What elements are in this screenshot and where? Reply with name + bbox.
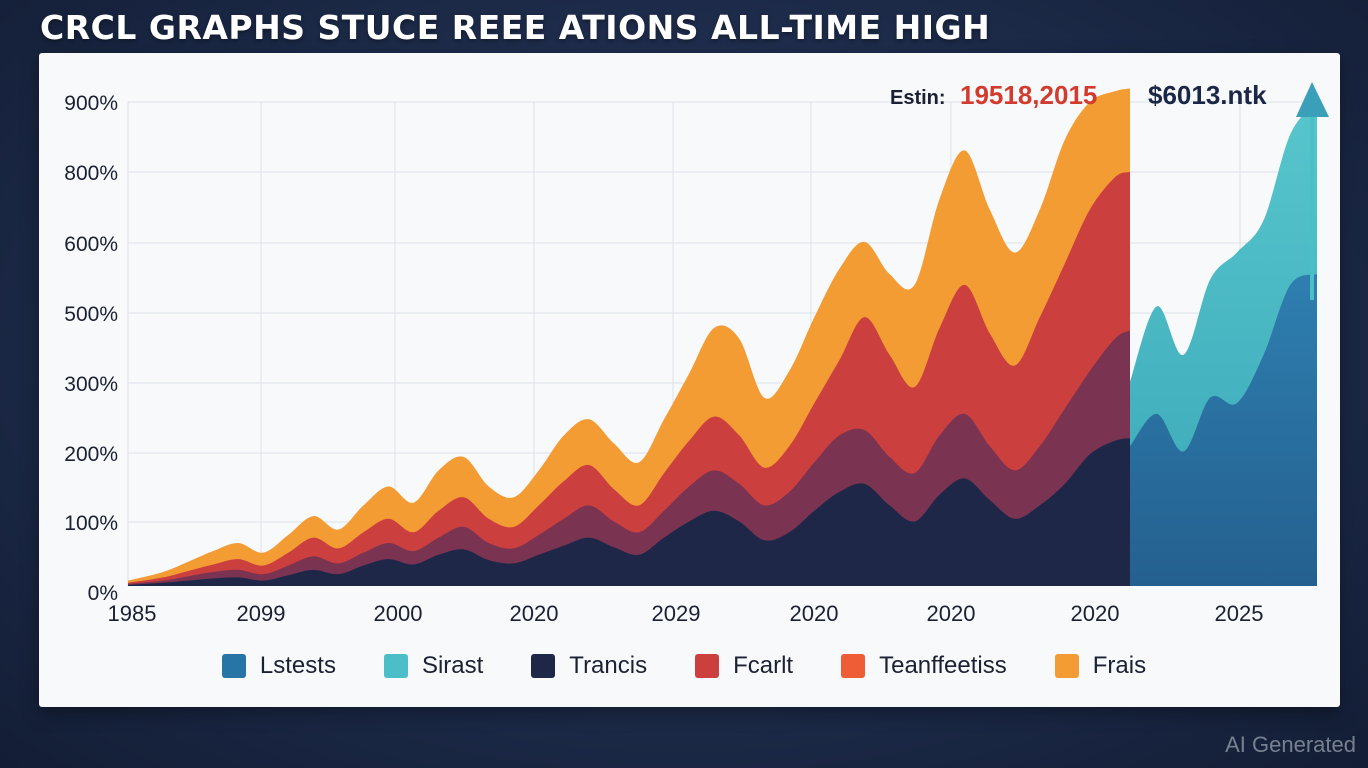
legend-swatch [841, 654, 866, 678]
legend-label: Trancis [569, 652, 648, 679]
y-tick-label: 100% [64, 512, 118, 535]
x-axis-ticks: 1985 2099 2000 2020 2029 2020 2020 2020 2025 [108, 601, 1264, 626]
x-tick-label: 1985 [108, 601, 157, 626]
x-tick-label: 2020 [1071, 601, 1120, 626]
x-tick-label: 2020 [790, 601, 839, 626]
legend-swatch [383, 654, 408, 678]
y-tick-label: 800% [64, 162, 118, 185]
legend-label: Fcarlt [733, 652, 794, 679]
x-tick-label: 2029 [652, 601, 701, 626]
annotation-right: $6013.ntk [1148, 80, 1267, 110]
legend-item-teanffeetiss: Teanffeetiss [841, 652, 1007, 680]
legend-swatch [531, 654, 556, 678]
y-tick-label: 900% [64, 92, 118, 115]
legend-swatch [1054, 654, 1079, 678]
x-tick-label: 2020 [510, 601, 559, 626]
legend-swatch [695, 654, 720, 678]
annotation-label: Estin: [890, 87, 946, 109]
area-series [128, 88, 1130, 587]
x-tick-label: 2025 [1215, 601, 1264, 626]
y-tick-label: 500% [64, 303, 118, 326]
legend-item-frais: Frais [1054, 652, 1147, 680]
area-trancis [128, 438, 1130, 586]
annotation-value: 19518,2015 [960, 80, 1097, 110]
legend-label: Lstests [259, 652, 336, 679]
legend-swatch [221, 654, 246, 678]
y-tick-label: 600% [64, 233, 118, 256]
watermark: AI Generated [1225, 732, 1356, 757]
legend-item-sirast: Sirast [383, 652, 484, 680]
y-tick-label: 0% [88, 582, 118, 605]
legend-label: Teanffeetiss [879, 652, 1007, 679]
legend-label: Sirast [421, 652, 484, 679]
legend-label: Frais [1092, 652, 1147, 679]
legend-item-lstests: Lstests [221, 652, 336, 680]
x-tick-label: 2099 [237, 601, 286, 626]
forecast-area-lstests [1130, 274, 1317, 586]
x-tick-label: 2020 [927, 601, 976, 626]
legend: Lstests Sirast Trancis Fcarlt Teanffeeti… [0, 652, 1368, 680]
legend-item-trancis: Trancis [531, 652, 647, 680]
y-axis-ticks: 900% 800% 600% 500% 300% 200% 100% 0% [64, 92, 118, 605]
x-tick-label: 2000 [374, 601, 423, 626]
forecast-series [1130, 102, 1317, 586]
up-arrow-icon [1296, 82, 1329, 117]
y-tick-label: 300% [64, 373, 118, 396]
y-tick-label: 200% [64, 443, 118, 466]
chart-title: CRCL GRAPHS STUCE REEE ATIONS ALL-TIME H… [40, 8, 991, 47]
legend-item-fcarlt: Fcarlt [695, 652, 793, 680]
